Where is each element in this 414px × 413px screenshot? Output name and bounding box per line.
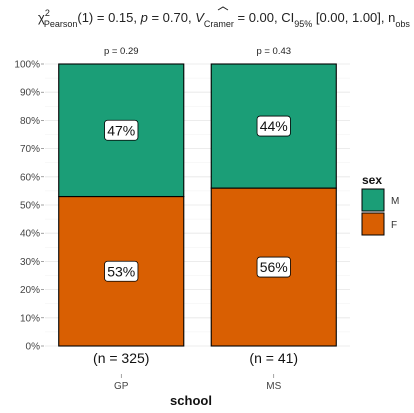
sample-size-label: (n = 41) — [249, 350, 298, 366]
y-tick-label: 60% — [20, 172, 40, 183]
data-label-gp-f: 53% — [104, 260, 139, 282]
title-v-hat — [217, 6, 229, 11]
title-v-sub: Cramer — [204, 19, 234, 29]
title-chi-sup: 2 — [45, 8, 50, 18]
title-chi: χ — [38, 10, 45, 25]
x-tick-label: MS — [266, 381, 281, 392]
y-tick-label: 0% — [26, 342, 41, 353]
title-ci-sub: 95% — [294, 19, 312, 29]
p-value-label: p = 0.43 — [256, 46, 291, 57]
sample-size-label: (n = 325) — [93, 350, 149, 366]
p-value-label: p = 0.29 — [104, 46, 139, 57]
x-tick-label: GP — [114, 381, 129, 392]
y-tick-label: 70% — [20, 144, 40, 155]
data-label-text: 53% — [107, 263, 135, 279]
data-label-ms-m: 44% — [256, 115, 291, 137]
title-ci-value: [0.00, 1.00], n — [312, 10, 395, 25]
data-label-text: 56% — [260, 259, 288, 275]
x-axis-categories: p = 0.29 (n = 325) GP p = 0.43 (n = 41) MS — [93, 46, 298, 392]
data-label-text: 44% — [260, 118, 288, 134]
legend-swatch-m — [361, 188, 385, 212]
title-p-label: p — [140, 10, 148, 25]
y-tick-label: 40% — [20, 229, 40, 240]
data-label-box — [256, 256, 291, 278]
title-v-value: = 0.00, CI — [234, 10, 294, 25]
data-label-box — [104, 119, 139, 141]
y-tick-label: 100% — [14, 60, 40, 71]
legend-label-f: F — [391, 220, 397, 231]
x-axis-title: school — [170, 393, 212, 408]
y-tick-label: 80% — [20, 116, 40, 127]
y-axis-ticks: 0% 10% 20% 30% 40% 50% 60% 70% 80% 90% 100% — [14, 60, 44, 353]
data-label-box — [104, 260, 139, 282]
title-chi-sub: Pearson — [44, 19, 78, 29]
title-n-sub: obs — [395, 19, 410, 29]
y-tick-label: 30% — [20, 257, 40, 268]
data-label-text: 47% — [107, 122, 135, 138]
data-label-box — [256, 115, 291, 137]
legend-title: sex — [362, 173, 382, 187]
legend-swatch-f — [361, 212, 385, 236]
y-tick-label: 90% — [20, 88, 40, 99]
title-stat: (1) = 0.15, — [77, 10, 140, 25]
legend: MF — [361, 188, 399, 236]
y-tick-label: 10% — [20, 313, 40, 324]
legend-label-m: M — [391, 196, 399, 207]
data-label-gp-m: 47% — [104, 119, 139, 141]
title-p-value: = 0.70, — [148, 10, 195, 25]
chart-title: χ2 Pearson(1) = 0.15, p = 0.70, VCramer =… — [38, 8, 410, 29]
data-label-ms-f: 56% — [256, 256, 291, 278]
title-v-symbol: V — [195, 10, 205, 25]
y-tick-label: 50% — [20, 201, 40, 212]
y-tick-label: 20% — [20, 285, 40, 296]
bar-labels: 53% 47% 56% 44% — [104, 115, 291, 282]
